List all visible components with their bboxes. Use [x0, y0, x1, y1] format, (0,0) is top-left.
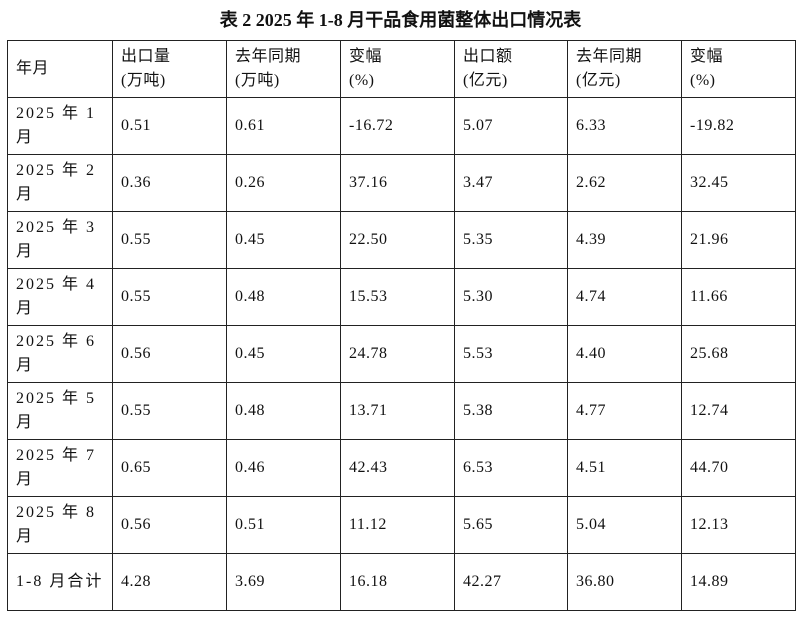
table-row: 2025 年 7 月 0.65 0.46 42.43 6.53 4.51 44.70 — [7, 439, 796, 497]
row-label: 2025 年 1 月 — [7, 97, 113, 155]
table-cell: 21.96 — [681, 211, 796, 269]
table-row: 2025 年 1 月 0.51 0.61 -16.72 5.07 6.33 -19.82 — [7, 97, 796, 155]
row-label: 2025 年 8 月 — [7, 496, 113, 554]
table-cell: 0.56 — [112, 325, 227, 383]
table-cell: 6.33 — [567, 97, 682, 155]
table-row: 2025 年 2 月 0.36 0.26 37.16 3.47 2.62 32.45 — [7, 154, 796, 212]
table-cell: 0.55 — [112, 268, 227, 326]
table-cell: 0.26 — [226, 154, 341, 212]
table-cell: 3.47 — [454, 154, 568, 212]
table-cell: 12.74 — [681, 382, 796, 440]
table-row: 2025 年 3 月 0.55 0.45 22.50 5.35 4.39 21.96 — [7, 211, 796, 269]
data-table: 年月 出口量 (万吨) 去年同期 (万吨) 变幅 (%) 出口额 (亿元) 去年同期 (亿元) 变幅 (… — [7, 40, 796, 611]
table-cell: 4.40 — [567, 325, 682, 383]
table-row: 2025 年 8 月 0.56 0.51 11.12 5.65 5.04 12.13 — [7, 496, 796, 554]
header-cell: 出口量 (万吨) — [112, 40, 227, 98]
table-cell: 0.45 — [226, 325, 341, 383]
header-text: 变幅 — [690, 48, 724, 65]
table-cell: 0.65 — [112, 439, 227, 497]
table-cell: 0.48 — [226, 382, 341, 440]
table-cell: 6.53 — [454, 439, 568, 497]
header-text: (亿元) — [576, 72, 621, 89]
table-cell: 14.89 — [681, 553, 796, 611]
table-cell: 0.45 — [226, 211, 341, 269]
table-cell: 5.65 — [454, 496, 568, 554]
table-cell: 0.61 — [226, 97, 341, 155]
table-cell: 5.04 — [567, 496, 682, 554]
header-cell: 变幅 (%) — [340, 40, 455, 98]
header-row: 年月 出口量 (万吨) 去年同期 (万吨) 变幅 (%) 出口额 (亿元) 去年同期 (亿元) 变幅 (… — [7, 40, 796, 98]
header-text: (万吨) — [235, 72, 280, 89]
row-label: 2025 年 6 月 — [7, 325, 113, 383]
header-cell: 出口额 (亿元) — [454, 40, 568, 98]
table-cell: 11.12 — [340, 496, 455, 554]
header-text: (%) — [349, 72, 375, 89]
table-cell: 0.56 — [112, 496, 227, 554]
table-cell: 25.68 — [681, 325, 796, 383]
table-row: 2025 年 6 月 0.56 0.45 24.78 5.53 4.40 25.68 — [7, 325, 796, 383]
table-cell: 2.62 — [567, 154, 682, 212]
table-cell: 0.46 — [226, 439, 341, 497]
table-cell: 4.28 — [112, 553, 227, 611]
table-cell: 4.39 — [567, 211, 682, 269]
header-text: 去年同期 — [576, 48, 643, 65]
table-row: 2025 年 4 月 0.55 0.48 15.53 5.30 4.74 11.66 — [7, 268, 796, 326]
table-cell: -16.72 — [340, 97, 455, 155]
table-cell: 32.45 — [681, 154, 796, 212]
table-cell: 12.13 — [681, 496, 796, 554]
table-cell: 5.53 — [454, 325, 568, 383]
row-label: 2025 年 3 月 — [7, 211, 113, 269]
table-cell: 5.07 — [454, 97, 568, 155]
row-label: 2025 年 7 月 — [7, 439, 113, 497]
table-cell: 42.43 — [340, 439, 455, 497]
header-text: 去年同期 — [235, 48, 302, 65]
header-text: 变幅 — [349, 48, 383, 65]
header-text: (亿元) — [463, 72, 508, 89]
table-row: 2025 年 5 月 0.55 0.48 13.71 5.38 4.77 12.74 — [7, 382, 796, 440]
table-cell: 11.66 — [681, 268, 796, 326]
table-cell: 16.18 — [340, 553, 455, 611]
row-label: 2025 年 4 月 — [7, 268, 113, 326]
table-cell: 22.50 — [340, 211, 455, 269]
header-text: 出口额 — [463, 48, 513, 65]
header-cell: 年月 — [7, 40, 113, 98]
header-text: 年月 — [16, 60, 50, 77]
header-text: (万吨) — [121, 72, 166, 89]
table-cell: 0.51 — [112, 97, 227, 155]
table-cell: 0.55 — [112, 382, 227, 440]
table-cell: 3.69 — [226, 553, 341, 611]
header-cell: 去年同期 (亿元) — [567, 40, 682, 98]
table-body: 年月 出口量 (万吨) 去年同期 (万吨) 变幅 (%) 出口额 (亿元) 去年同期 (亿元) 变幅 (… — [7, 40, 796, 611]
table-cell: 0.51 — [226, 496, 341, 554]
row-label: 2025 年 5 月 — [7, 382, 113, 440]
header-text: (%) — [690, 72, 716, 89]
table-cell: 4.74 — [567, 268, 682, 326]
table-cell: 44.70 — [681, 439, 796, 497]
table-cell: 42.27 — [454, 553, 568, 611]
table-cell: 24.78 — [340, 325, 455, 383]
row-label: 2025 年 2 月 — [7, 154, 113, 212]
table-cell: 0.55 — [112, 211, 227, 269]
table-cell: 0.48 — [226, 268, 341, 326]
table-cell: 15.53 — [340, 268, 455, 326]
table-cell: 5.30 — [454, 268, 568, 326]
table-row: 1-8 月合计 4.28 3.69 16.18 42.27 36.80 14.89 — [7, 553, 796, 611]
table-cell: 37.16 — [340, 154, 455, 212]
table-cell: 5.35 — [454, 211, 568, 269]
table-cell: -19.82 — [681, 97, 796, 155]
table-cell: 0.36 — [112, 154, 227, 212]
table-cell: 4.77 — [567, 382, 682, 440]
header-cell: 变幅 (%) — [681, 40, 796, 98]
row-label: 1-8 月合计 — [7, 553, 113, 611]
table-cell: 36.80 — [567, 553, 682, 611]
header-cell: 去年同期 (万吨) — [226, 40, 341, 98]
table-cell: 13.71 — [340, 382, 455, 440]
header-text: 出口量 — [121, 48, 171, 65]
table-cell: 4.51 — [567, 439, 682, 497]
table-cell: 5.38 — [454, 382, 568, 440]
table-title: 表 2 2025 年 1-8 月干品食用菌整体出口情况表 — [219, 10, 582, 30]
